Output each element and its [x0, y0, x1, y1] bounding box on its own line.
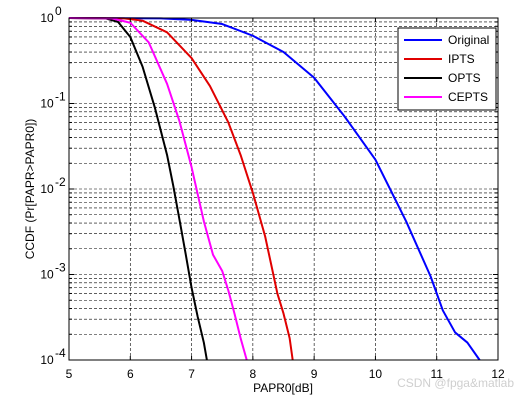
x-tick-label: 5 — [66, 367, 73, 381]
x-tick-label: 6 — [127, 367, 134, 381]
y-tick-exponent: -3 — [55, 261, 66, 275]
watermark: CSDN @fpga&matlab — [397, 376, 514, 390]
x-axis-label: PAPR0[dB] — [253, 381, 313, 395]
y-tick-exponent: -4 — [55, 346, 66, 360]
series-lines — [68, 17, 481, 361]
y-tick-label: 10 — [40, 268, 54, 282]
x-tick-labels: 5 6 7 8 9 10 11 12 — [66, 367, 505, 381]
legend: Original IPTS OPTS CEPTS — [397, 27, 497, 111]
x-tick-label: 8 — [250, 367, 257, 381]
x-tick-label: 9 — [311, 367, 318, 381]
legend-label: OPTS — [448, 71, 481, 85]
y-tick-label: 10 — [40, 353, 54, 367]
y-tick-label: 10 — [40, 11, 54, 25]
legend-label: Original — [448, 33, 489, 47]
series-line-cepts — [68, 17, 248, 361]
y-tick-label: 10 — [40, 182, 54, 196]
y-tick-exponent: 0 — [55, 4, 62, 18]
y-tick-exponent: -1 — [55, 90, 66, 104]
legend-label: IPTS — [448, 52, 475, 66]
series-line-original — [68, 17, 481, 361]
y-axis-label: CCDF (Pr[PAPR>PAPR0]) — [23, 119, 37, 260]
x-tick-label: 12 — [491, 367, 505, 381]
legend-label: CEPTS — [448, 90, 488, 104]
series-line-ipts — [68, 17, 294, 361]
y-tick-exponent: -2 — [55, 175, 66, 189]
y-tick-label: 10 — [40, 97, 54, 111]
x-tick-label: 10 — [369, 367, 383, 381]
series-line-opts — [68, 17, 208, 361]
x-tick-label: 11 — [430, 367, 443, 381]
x-tick-label: 7 — [188, 367, 195, 381]
